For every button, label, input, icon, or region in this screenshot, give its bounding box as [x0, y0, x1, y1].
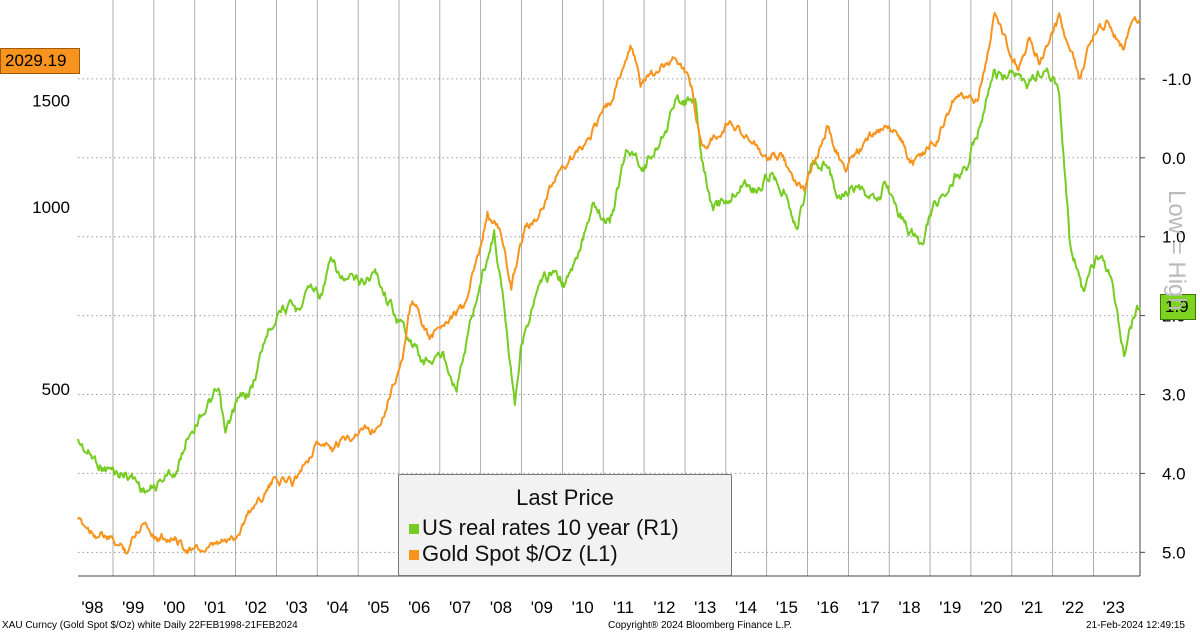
x-tick-label: '17	[858, 598, 880, 617]
legend-item-real-rates: US real rates 10 year (R1)	[409, 515, 679, 541]
x-tick-label: '08	[490, 598, 512, 617]
right-tick-label: 3.0	[1162, 386, 1186, 405]
legend-label-real-rates: US real rates 10 year (R1)	[422, 515, 679, 540]
x-tick-label: '11	[613, 598, 634, 617]
left-axis: 500 1000 1500	[32, 92, 70, 399]
right-tick-label: -1.0	[1162, 70, 1191, 89]
gold-spot-line	[77, 12, 1141, 555]
right-tick-label: 1.0	[1162, 228, 1186, 247]
legend-label-gold: Gold Spot $/Oz (L1)	[422, 541, 618, 566]
footer-copyright: Copyright® 2024 Bloomberg Finance L.P.	[608, 620, 792, 631]
footer-security: XAU Curncy (Gold Spot $/Oz) white Daily …	[2, 620, 298, 631]
x-tick-label: '20	[980, 598, 1002, 617]
footer-timestamp: 21-Feb-2024 12:49:15	[1086, 620, 1185, 631]
left-tick-label: 500	[42, 380, 70, 399]
legend-item-gold: Gold Spot $/Oz (L1)	[409, 541, 618, 567]
x-tick-label: '15	[776, 598, 798, 617]
left-tick-label: 1500	[32, 92, 70, 111]
x-tick-label: '99	[122, 598, 144, 617]
x-tick-label: '14	[735, 598, 757, 617]
right-axis-title-text: Low = High	[1163, 190, 1190, 311]
x-tick-label: '98	[81, 598, 103, 617]
right-tick-label: 0.0	[1162, 149, 1186, 168]
x-tick-label: '12	[653, 598, 675, 617]
x-tick-label: '13	[694, 598, 716, 617]
x-tick-label: '05	[367, 598, 389, 617]
x-tick-label: '21	[1021, 598, 1043, 617]
legend-swatch-orange	[409, 550, 419, 560]
x-tick-label: '09	[531, 598, 553, 617]
series-lines	[77, 12, 1141, 555]
us-real-rates-line	[77, 67, 1141, 494]
x-tick-label: '04	[327, 598, 349, 617]
right-tick-label: 5.0	[1162, 543, 1186, 562]
x-tick-label: '01	[204, 598, 226, 617]
right-axis-title: Low = High	[1160, 190, 1200, 390]
right-tick-label: 4.0	[1162, 464, 1186, 483]
gold-last-value-tag: 2029.19	[0, 48, 80, 74]
x-tick-label: '02	[245, 598, 267, 617]
legend-title: Last Price	[516, 485, 614, 510]
x-tick-label: '18	[898, 598, 920, 617]
x-tick-label: '10	[572, 598, 594, 617]
right-axis: -1.00.01.02.03.04.05.0	[1140, 70, 1191, 562]
real-rates-last-value-tag: 1.9	[1160, 294, 1196, 320]
x-tick-label: '22	[1062, 598, 1084, 617]
x-tick-label: '03	[286, 598, 308, 617]
x-tick-label: '06	[408, 598, 430, 617]
x-tick-label: '16	[817, 598, 839, 617]
x-tick-label: '07	[449, 598, 471, 617]
x-tick-label: '19	[939, 598, 961, 617]
left-tick-label: 1000	[32, 198, 70, 217]
legend: Last Price US real rates 10 year (R1) Go…	[398, 474, 732, 576]
x-tick-label: '23	[1103, 598, 1125, 617]
x-tick-label: '00	[163, 598, 185, 617]
x-axis: '98 '99 '00 '01 '02 '03 '04 '05 '06 '07 '08 '09 '10 '…	[81, 598, 1124, 617]
legend-swatch-green	[409, 524, 419, 534]
